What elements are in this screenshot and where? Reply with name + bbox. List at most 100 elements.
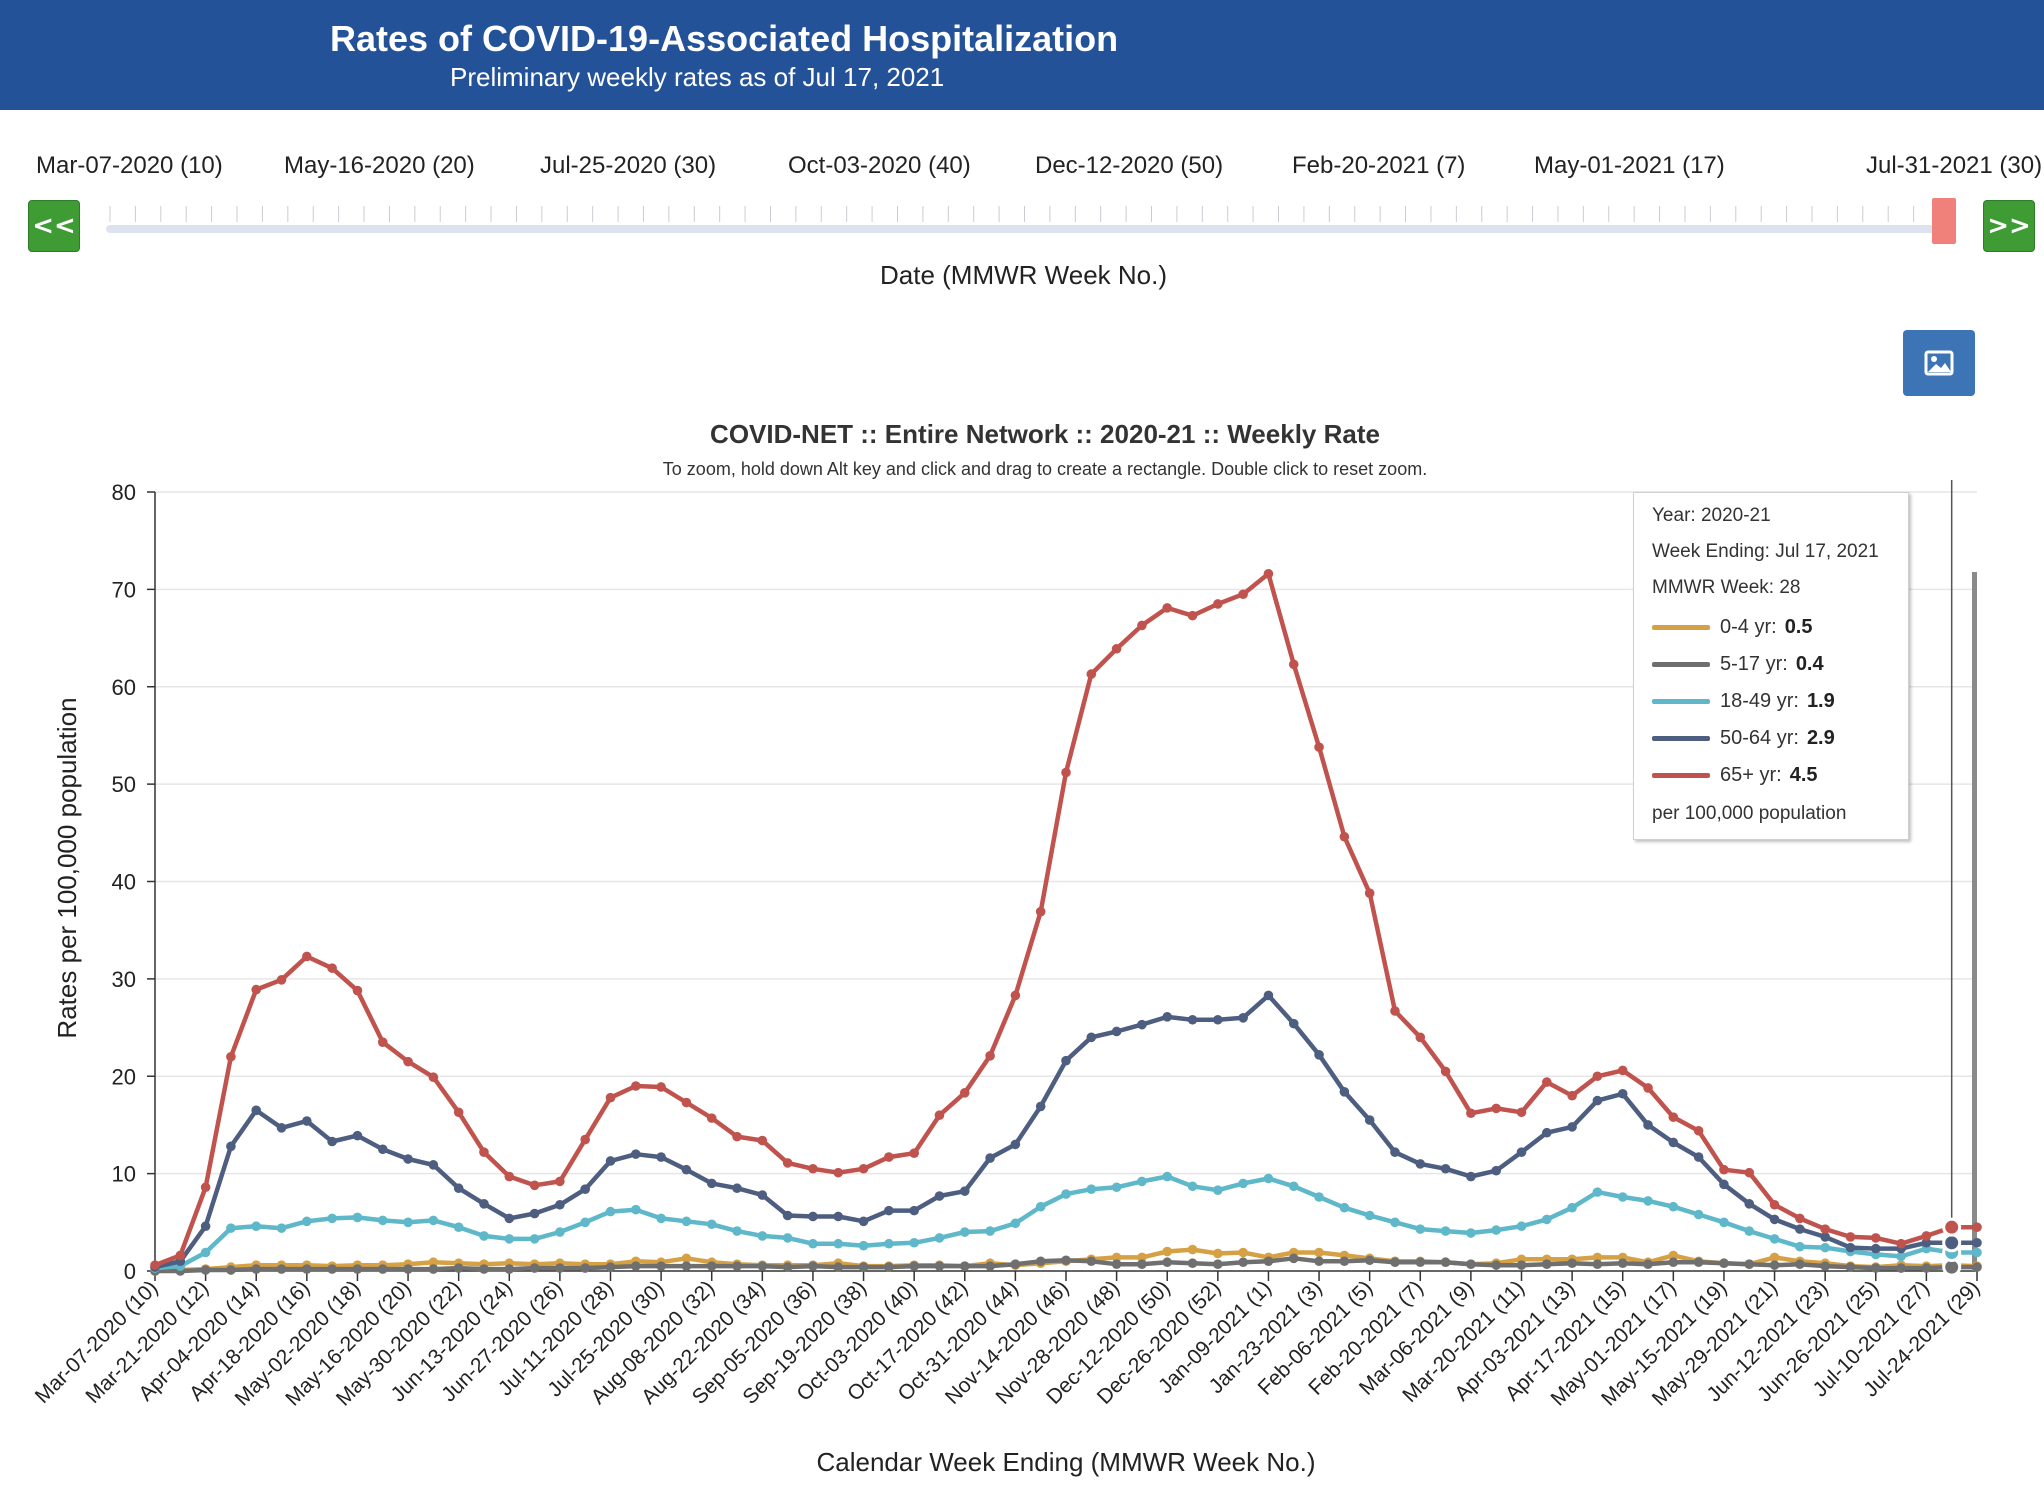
- data-point: [1795, 1224, 1805, 1234]
- data-point: [1187, 1258, 1198, 1269]
- data-point: [1162, 1012, 1173, 1022]
- data-point: [327, 1213, 337, 1224]
- data-point: [1542, 1259, 1552, 1269]
- data-point: [1795, 1241, 1805, 1252]
- legend-item[interactable]: 0-4 yr : 0.5: [1652, 612, 1813, 642]
- data-point: [327, 1136, 337, 1147]
- data-point: [706, 1113, 717, 1123]
- legend-separator: :: [1771, 615, 1777, 638]
- y-axis-title: Rates per 100,000 population: [52, 697, 82, 1038]
- slider-label: Mar-07-2020 (10): [36, 152, 223, 179]
- legend-separator: :: [1793, 726, 1799, 749]
- data-point: [631, 1204, 641, 1215]
- data-point: [1466, 1108, 1476, 1119]
- data-point: [403, 1264, 413, 1274]
- data-point: [1086, 1184, 1097, 1195]
- data-point: [1010, 1259, 1021, 1269]
- legend-item[interactable]: 65+ yr : 4.5: [1652, 760, 1818, 790]
- legend-item[interactable]: 50-64 yr : 2.9: [1652, 723, 1835, 753]
- data-point: [1820, 1224, 1830, 1234]
- data-point: [1010, 1139, 1021, 1150]
- data-point: [1314, 1247, 1324, 1258]
- data-point: [1137, 1259, 1147, 1269]
- data-point: [1769, 1234, 1780, 1244]
- data-point: [1643, 1259, 1653, 1269]
- data-point: [1137, 1176, 1147, 1187]
- legend-separator: :: [1776, 763, 1782, 786]
- data-point: [1010, 1218, 1021, 1229]
- data-point: [226, 1223, 236, 1233]
- data-point: [403, 1217, 413, 1228]
- legend-series-name: 65+ yr: [1720, 763, 1777, 786]
- data-point: [1820, 1242, 1830, 1253]
- data-point: [1466, 1171, 1476, 1182]
- data-point: [1921, 1231, 1932, 1241]
- data-point: [403, 1154, 413, 1164]
- data-point: [782, 1210, 793, 1221]
- data-point: [1972, 1237, 1982, 1248]
- data-point: [1491, 1165, 1501, 1176]
- data-point: [1339, 1256, 1350, 1267]
- data-point: [1187, 610, 1198, 621]
- slider-track[interactable]: [106, 225, 1943, 233]
- data-point: [1035, 906, 1046, 917]
- data-point: [833, 1238, 844, 1249]
- download-image-button[interactable]: [1903, 330, 1975, 396]
- legend-item[interactable]: 5-17 yr : 0.4: [1652, 649, 1824, 679]
- data-point: [1769, 1214, 1780, 1225]
- data-point: [1238, 589, 1248, 600]
- data-point: [1516, 1260, 1527, 1270]
- data-point: [1567, 1122, 1577, 1132]
- next-week-button[interactable]: >>: [1983, 200, 2035, 252]
- legend-series-value: 0.5: [1784, 615, 1813, 638]
- y-tick-label: 20: [112, 1064, 136, 1089]
- data-point: [706, 1219, 717, 1230]
- data-point: [1364, 1255, 1375, 1266]
- data-point: [1516, 1107, 1527, 1118]
- legend-mmwr-week: MMWR Week: 28: [1652, 577, 1801, 598]
- data-point: [808, 1261, 818, 1271]
- data-point: [1086, 669, 1097, 679]
- data-point: [1137, 620, 1147, 631]
- data-point: [1213, 1248, 1223, 1259]
- data-point: [1972, 1247, 1982, 1258]
- slider-handle[interactable]: [1932, 198, 1956, 244]
- data-point: [1668, 1112, 1679, 1122]
- data-point: [1516, 1147, 1527, 1158]
- slider-label: Oct-03-2020 (40): [788, 152, 971, 179]
- highlight-marker: [1942, 1233, 1962, 1253]
- y-tick-label: 0: [124, 1259, 136, 1284]
- data-point: [757, 1231, 768, 1241]
- previous-week-button[interactable]: <<: [28, 200, 80, 252]
- data-point: [1415, 1032, 1426, 1043]
- data-point: [732, 1226, 742, 1236]
- data-point: [327, 963, 337, 973]
- data-point: [782, 1233, 793, 1243]
- data-point: [1061, 1255, 1071, 1266]
- chart-labels: COVID-NET :: Entire Network :: 2020-21 :…: [52, 419, 1427, 1477]
- legend-series-name: 5-17 yr: [1720, 652, 1783, 675]
- data-point: [1592, 1071, 1603, 1082]
- data-point: [479, 1264, 489, 1274]
- data-point: [757, 1135, 768, 1146]
- data-point: [1137, 1019, 1147, 1030]
- data-point: [934, 1110, 945, 1120]
- legend-swatch: [1652, 661, 1710, 667]
- data-point: [150, 1260, 160, 1270]
- data-point: [1744, 1259, 1755, 1269]
- data-point: [1314, 742, 1324, 752]
- data-point: [1162, 1246, 1173, 1257]
- data-point: [884, 1238, 894, 1249]
- data-point: [1288, 659, 1299, 670]
- data-point: [808, 1163, 818, 1174]
- data-point: [1795, 1213, 1805, 1224]
- data-point: [251, 1264, 262, 1274]
- data-point: [808, 1238, 818, 1249]
- data-point: [1845, 1262, 1856, 1272]
- legend-item[interactable]: 18-49 yr : 1.9: [1652, 686, 1835, 716]
- data-point: [959, 1186, 970, 1196]
- data-point: [504, 1234, 515, 1244]
- data-point: [858, 1262, 869, 1272]
- data-point: [808, 1211, 818, 1222]
